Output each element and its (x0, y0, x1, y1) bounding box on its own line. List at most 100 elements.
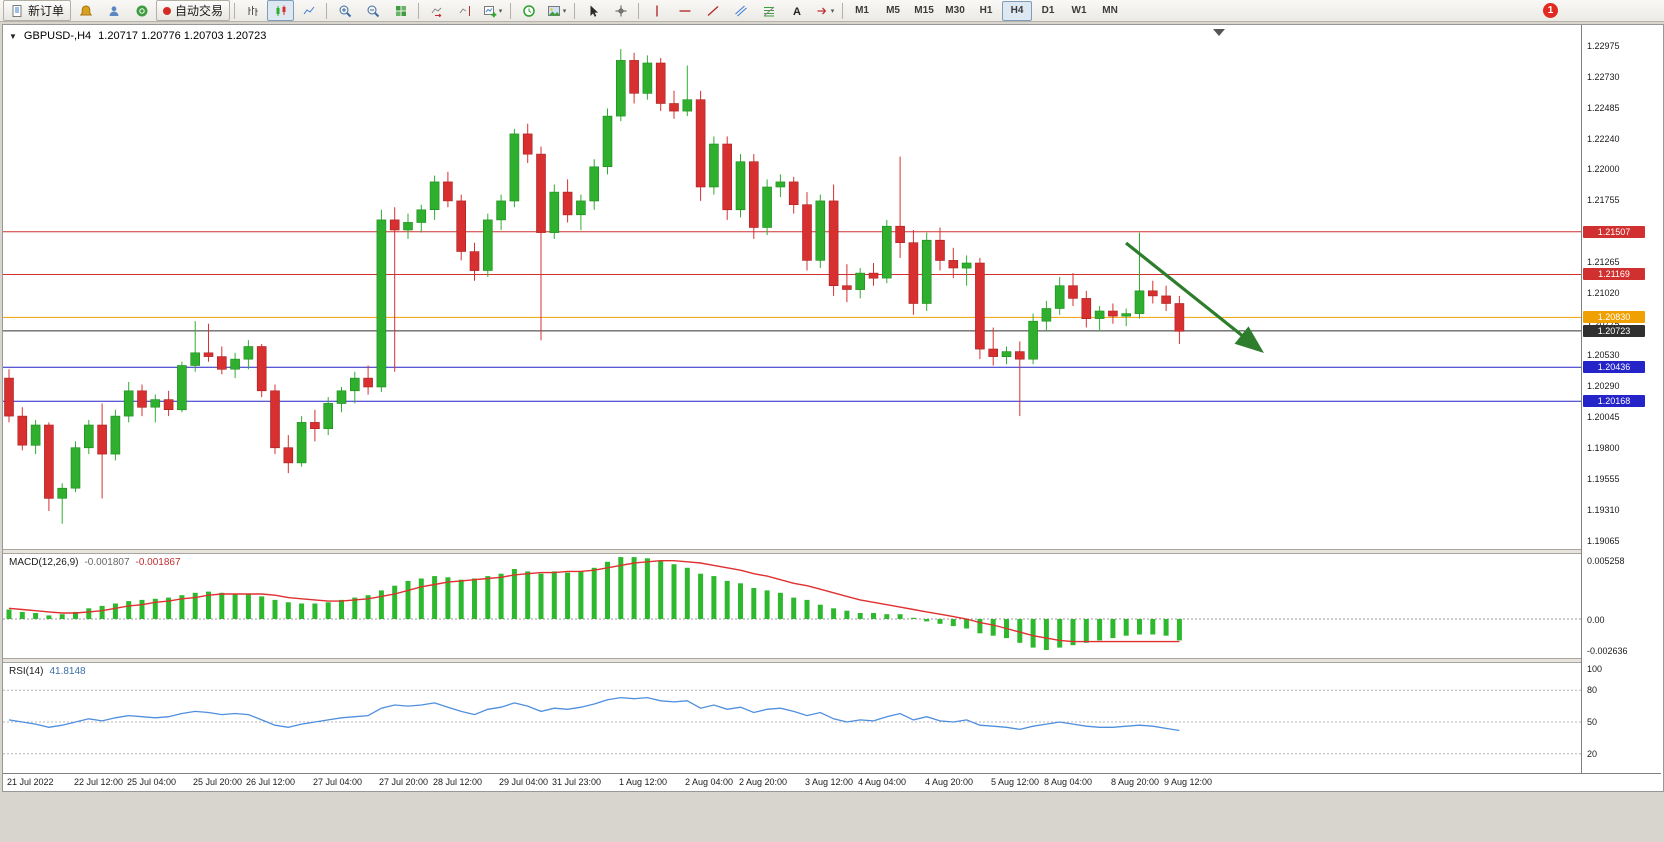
time-label: 25 Jul 20:00 (193, 777, 243, 787)
macd-bar (259, 596, 265, 619)
macd-bar (59, 614, 65, 619)
line-chart-icon[interactable] (295, 0, 322, 21)
macd-bar (432, 576, 438, 619)
macd-bar (485, 576, 491, 619)
macd-bar (312, 603, 318, 619)
alerts-icon[interactable] (72, 0, 99, 21)
new-chart-icon[interactable]: ▾ (479, 0, 506, 21)
text-label-icon[interactable]: A (783, 0, 810, 21)
macd-bar (711, 576, 717, 619)
macd-bar (139, 599, 145, 619)
price-tick: 1.22975 (1587, 41, 1620, 51)
macd-main-value: -0.001807 (84, 557, 130, 568)
macd-signal-value: -0.001867 (135, 557, 181, 568)
time-label: 27 Jul 04:00 (313, 777, 363, 787)
panel-separator[interactable] (3, 658, 1661, 663)
macd-bar (272, 599, 278, 619)
macd-bar (339, 599, 344, 619)
timeframe-mn[interactable]: MN (1102, 5, 1118, 16)
macd-bar (817, 604, 823, 619)
price-tick: 1.19310 (1587, 505, 1620, 515)
time-label: 26 Jul 12:00 (246, 777, 296, 787)
time-label: 25 Jul 04:00 (127, 777, 177, 787)
rsi-label: RSI(14) 41.8148 (9, 666, 86, 677)
timeframe-h4[interactable]: H4 (1002, 0, 1033, 21)
macd-bar (844, 610, 850, 619)
time-label: 31 Jul 23:00 (552, 777, 602, 787)
macd-bar (1150, 619, 1156, 635)
rsi-axis-label: 50 (1587, 717, 1598, 727)
horizontal-line-icon[interactable] (671, 0, 698, 21)
price-tick: 1.22485 (1587, 103, 1620, 113)
new-order-button[interactable]: 新订单 (3, 0, 72, 21)
timeframe-m15[interactable]: M15 (914, 5, 934, 16)
cursor-icon[interactable] (579, 0, 606, 21)
macd-bar (990, 619, 996, 636)
zoom-out-icon[interactable] (359, 0, 386, 21)
macd-bar (777, 592, 783, 619)
main-chart-area[interactable] (3, 25, 1581, 549)
price-badge: 1.20830 (1583, 311, 1645, 323)
macd-panel[interactable] (3, 554, 1581, 658)
macd-bar (232, 594, 238, 619)
timeframe-d1[interactable]: D1 (1041, 5, 1055, 16)
channel-icon[interactable] (727, 0, 754, 21)
arrow-tool-icon-caret[interactable]: ▾ (830, 7, 835, 15)
bars-chart-icon[interactable] (239, 0, 266, 21)
price-tick: 1.20045 (1587, 412, 1620, 422)
templates-icon[interactable]: ▾ (543, 0, 570, 21)
toolbar-separator (234, 2, 236, 19)
price-tick: 1.21020 (1587, 288, 1620, 298)
new-chart-icon-caret[interactable]: ▾ (498, 7, 503, 15)
time-label: 2 Aug 04:00 (685, 777, 734, 787)
macd-bar (112, 603, 118, 619)
period-icon[interactable] (515, 0, 542, 21)
autotrading-button[interactable]: 自动交易 (156, 0, 231, 21)
rsi-axis-label: 20 (1587, 749, 1598, 759)
chart-shift-marker[interactable] (1213, 29, 1225, 36)
chart-shift-icon[interactable] (451, 0, 478, 21)
vertical-line-icon[interactable] (643, 0, 670, 21)
price-tick: 1.22000 (1587, 164, 1620, 174)
templates-icon-caret[interactable]: ▾ (562, 7, 567, 15)
auto-scroll-icon[interactable] (423, 0, 450, 21)
macd-bar (1070, 619, 1076, 646)
candlestick-chart-icon[interactable] (267, 0, 295, 21)
timeframe-w1[interactable]: W1 (1071, 5, 1087, 16)
price-axis[interactable]: 1.22975 1.22730 1.22485 1.22240 1.22000 1.217… (1581, 25, 1662, 773)
zoom-in-icon[interactable] (331, 0, 358, 21)
notification-badge[interactable]: 1 (1543, 3, 1558, 18)
arrow-tool-icon[interactable]: ▾ (811, 0, 838, 21)
autotrading-status-icon (163, 6, 172, 15)
time-label: 9 Aug 12:00 (1164, 777, 1213, 787)
price-tick: 1.22730 (1587, 72, 1620, 82)
toolbar-separator (326, 2, 328, 19)
macd-bar (405, 580, 411, 619)
macd-bar (937, 619, 943, 624)
chart-menu-icon[interactable]: ▼ (9, 31, 17, 41)
macd-bar (738, 583, 743, 619)
timeframe-h1[interactable]: H1 (979, 5, 993, 16)
macd-bar (126, 601, 132, 619)
timeframe-m5[interactable]: M5 (886, 5, 900, 16)
macd-bar (152, 598, 158, 619)
macd-bar (19, 611, 25, 619)
tile-windows-icon[interactable] (387, 0, 414, 21)
time-axis[interactable]: 21 Jul 2022 22 Jul 12:00 25 Jul 04:00 25 Ju… (3, 773, 1661, 791)
timeframe-m30[interactable]: M30 (945, 5, 965, 16)
macd-bar (605, 561, 610, 619)
toolbar-separator (418, 2, 420, 19)
community-icon[interactable] (128, 0, 155, 21)
price-tick: 1.20290 (1587, 381, 1620, 391)
trendline-icon[interactable] (699, 0, 726, 21)
crosshair-icon[interactable] (607, 0, 634, 21)
rsi-axis-label: 80 (1587, 685, 1598, 695)
macd-bar (46, 615, 52, 619)
trend-arrow[interactable] (1125, 241, 1265, 353)
timeframe-m1[interactable]: M1 (855, 5, 869, 16)
rsi-axis-label: 100 (1587, 664, 1603, 674)
fibonacci-icon[interactable] (755, 0, 782, 21)
rsi-panel[interactable] (3, 663, 1581, 773)
account-icon[interactable] (100, 0, 127, 21)
panel-separator[interactable] (3, 549, 1661, 554)
